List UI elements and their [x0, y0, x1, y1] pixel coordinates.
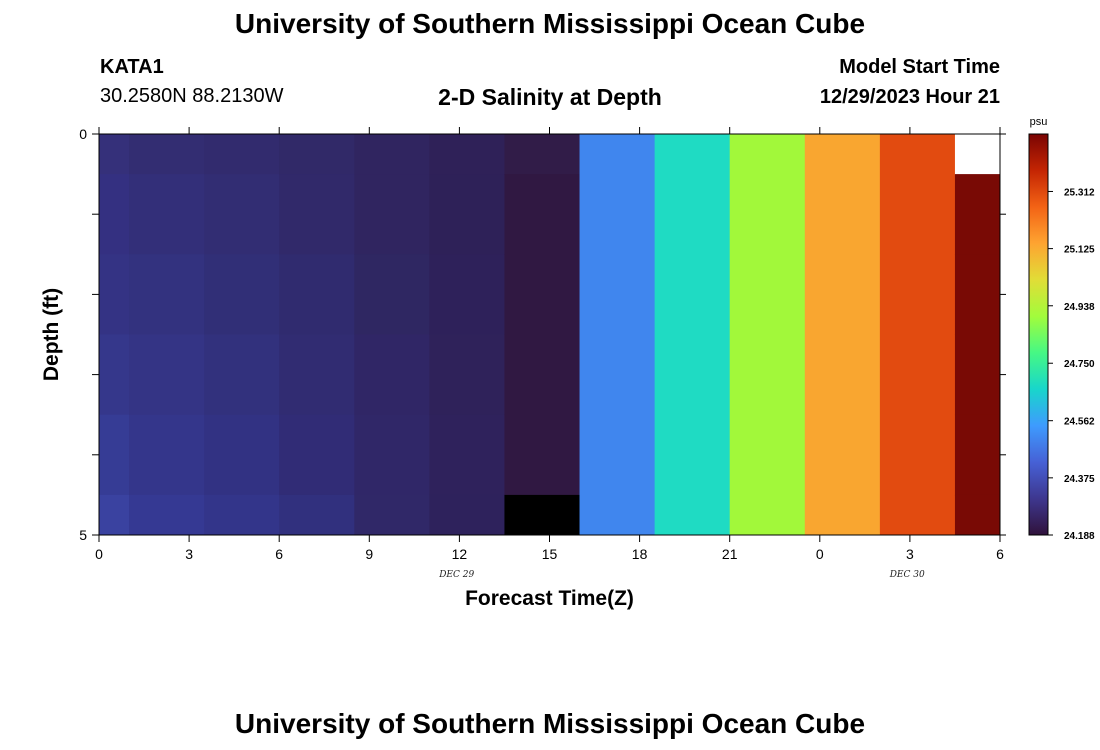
colorbar-tick-label: 24.750: [1064, 359, 1095, 370]
x-date-label: DEC 30: [889, 570, 925, 580]
heatmap-cell: [204, 414, 280, 496]
heatmap-cell: [204, 334, 280, 416]
y-axis-title: Depth (ft): [40, 288, 63, 381]
heatmap-cell: [279, 494, 355, 536]
heatmap-cell: [804, 134, 881, 536]
heatmap-cell: [954, 334, 1001, 416]
heatmap-cell: [954, 494, 1001, 536]
heatmap-cell: [354, 414, 430, 496]
colorbar-unit: psu: [1030, 116, 1048, 128]
heatmap-cell: [99, 174, 130, 255]
x-tick-label: 15: [542, 546, 558, 562]
heatmap-cell: [954, 414, 1001, 496]
heatmap-cell: [204, 494, 280, 536]
x-date-label: DEC 29: [438, 570, 474, 580]
x-tick-label: 12: [452, 546, 468, 562]
heatmap-cell: [204, 134, 280, 175]
colorbar-tick-label: 25.312: [1064, 187, 1095, 198]
heatmap-cell: [99, 494, 130, 536]
heatmap-cell: [279, 134, 355, 175]
heatmap-cell: [279, 174, 355, 255]
station-coordinates: 30.2580N 88.2130W: [100, 85, 284, 107]
heatmap-cell: [279, 334, 355, 416]
station-name: KATA1: [100, 56, 164, 78]
x-tick-label: 0: [816, 546, 824, 562]
footer-title: University of Southern Mississippi Ocean…: [234, 708, 866, 739]
heatmap-cell: [504, 134, 581, 175]
x-axis-title: Forecast Time(Z): [465, 587, 634, 610]
heatmap-cell: [354, 134, 430, 175]
heatmap-cell: [354, 174, 430, 255]
colorbar-tick-label: 25.125: [1064, 245, 1095, 256]
heatmap-cell: [129, 174, 205, 255]
heatmap-cell: [504, 334, 581, 416]
y-tick-label: 5: [79, 527, 87, 543]
heatmap-cell: [204, 174, 280, 255]
heatmap-cell: [354, 254, 430, 335]
heatmap-cell: [129, 254, 205, 335]
colorbar-tick-label: 24.562: [1064, 417, 1095, 428]
heatmap-cell: [429, 134, 505, 175]
model-start-label: Model Start Time: [839, 56, 1000, 78]
chart-subtitle: 2-D Salinity at Depth: [438, 84, 662, 110]
heatmap-cell: [129, 414, 205, 496]
heatmap-cell: [504, 414, 581, 496]
heatmap-cell: [279, 254, 355, 335]
colorbar-tick-label: 24.938: [1064, 302, 1095, 313]
x-tick-label: 3: [185, 546, 193, 562]
heatmap-cell: [504, 254, 581, 335]
colorbar-tick-label: 24.188: [1064, 531, 1095, 542]
heatmap-cell: [129, 494, 205, 536]
x-tick-label: 18: [632, 546, 648, 562]
colorbar: [1028, 133, 1049, 536]
heatmap-cell: [99, 334, 130, 416]
heatmap-cell: [954, 174, 1001, 255]
heatmap-cell: [429, 414, 505, 496]
y-tick-label: 0: [79, 126, 87, 142]
x-tick-label: 0: [95, 546, 103, 562]
heatmap-cell: [504, 494, 581, 536]
heatmap-cell: [429, 174, 505, 255]
x-tick-label: 9: [365, 546, 373, 562]
heatmap-cell: [879, 134, 956, 536]
heatmap-cell: [654, 134, 731, 536]
x-tick-label: 6: [275, 546, 283, 562]
x-tick-label: 3: [906, 546, 914, 562]
colorbar-tick-label: 24.375: [1064, 474, 1095, 485]
heatmap-cell: [354, 334, 430, 416]
model-start-value: 12/29/2023 Hour 21: [819, 86, 1000, 108]
heatmap-cell: [204, 254, 280, 335]
heatmap-cell: [579, 134, 656, 536]
heatmap-cell: [429, 254, 505, 335]
heatmap-cell: [729, 134, 806, 536]
heatmap-cell: [504, 174, 581, 255]
heatmap-cell: [954, 134, 1001, 175]
heatmap-cell: [279, 414, 355, 496]
x-tick-label: 21: [722, 546, 738, 562]
heatmap-cell: [429, 334, 505, 416]
heatmap-cell: [99, 134, 130, 175]
x-tick-label: 6: [996, 546, 1004, 562]
chart-title: University of Southern Mississippi Ocean…: [234, 8, 866, 39]
heatmap-cell: [954, 254, 1001, 335]
heatmap-cell: [354, 494, 430, 536]
heatmap-cell: [99, 254, 130, 335]
heatmap-cell: [129, 334, 205, 416]
heatmap-cell: [429, 494, 505, 536]
heatmap-cell: [129, 134, 205, 175]
heatmap-cell: [99, 414, 130, 496]
